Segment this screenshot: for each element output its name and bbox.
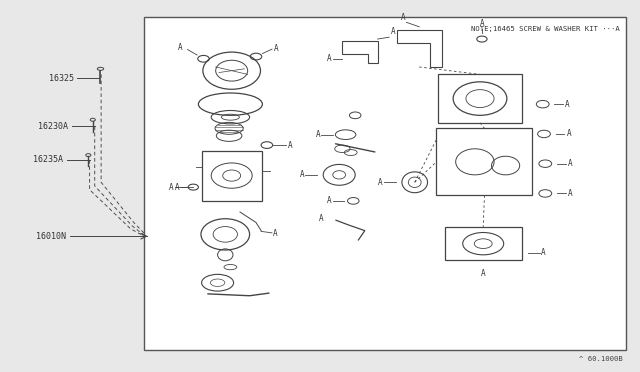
Text: 16230A: 16230A (38, 122, 68, 131)
Text: A: A (401, 13, 405, 22)
Text: A: A (390, 28, 395, 36)
Text: A: A (273, 229, 278, 238)
Bar (144, 17, 626, 350)
Text: A: A (327, 54, 332, 63)
Text: A: A (178, 43, 182, 52)
Bar (202, 151, 262, 201)
Text: A: A (568, 189, 572, 198)
Text: A: A (319, 214, 323, 223)
Text: A: A (479, 19, 484, 28)
Text: 16325: 16325 (49, 74, 74, 83)
Text: ^ 60.1000B: ^ 60.1000B (579, 356, 623, 362)
Bar (438, 74, 522, 123)
Text: NOTE;16465 SCREW & WASHER KIT ···A: NOTE;16465 SCREW & WASHER KIT ···A (471, 26, 620, 32)
Text: A: A (300, 170, 304, 179)
Bar (436, 128, 532, 195)
Text: A: A (316, 130, 320, 139)
Text: 16010N: 16010N (36, 232, 66, 241)
Text: A: A (169, 183, 173, 192)
Text: A: A (327, 196, 332, 205)
Text: A: A (175, 183, 179, 192)
Text: A: A (566, 129, 571, 138)
Text: A: A (288, 141, 292, 150)
Text: A: A (565, 100, 570, 109)
Text: A: A (481, 269, 486, 278)
Text: A: A (378, 178, 383, 187)
Text: A: A (274, 44, 278, 53)
Text: 16235A: 16235A (33, 155, 63, 164)
Text: A: A (541, 248, 545, 257)
Text: A: A (568, 159, 572, 168)
Bar (445, 227, 522, 260)
